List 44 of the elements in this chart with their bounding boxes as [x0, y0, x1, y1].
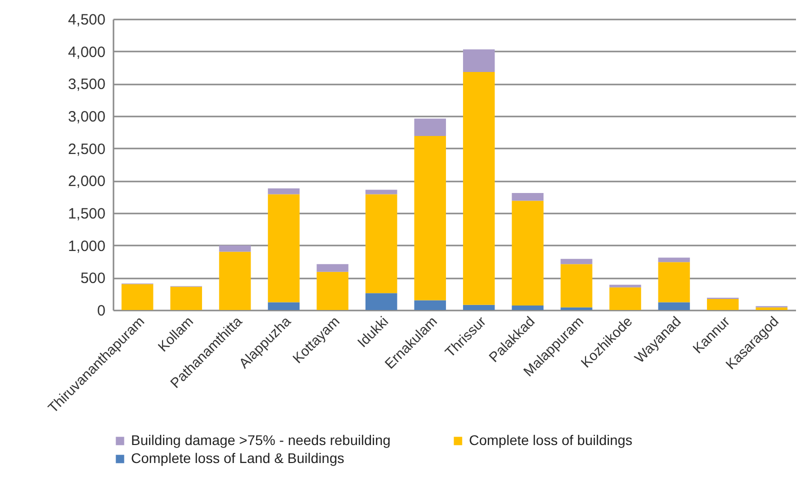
bar	[316, 264, 348, 272]
bar	[560, 264, 592, 308]
bar	[268, 302, 300, 310]
bar	[414, 136, 446, 300]
bar	[365, 293, 398, 310]
bar	[365, 194, 398, 294]
bar	[268, 194, 300, 302]
y-tick-label: 3,000	[68, 108, 106, 126]
bar	[706, 299, 739, 310]
bar	[170, 286, 202, 310]
y-tick-label: 2,500	[68, 140, 106, 158]
bar	[365, 190, 398, 194]
bar	[268, 188, 300, 194]
y-tick-label: 500	[80, 270, 106, 288]
bar	[658, 262, 690, 302]
bar	[756, 307, 788, 310]
bar	[512, 305, 544, 310]
y-tick-label: 2,000	[68, 173, 106, 190]
legend-label: Complete loss of Land & Buildings	[131, 450, 344, 466]
y-tick-label: 0	[97, 302, 106, 320]
bar	[609, 287, 642, 310]
legend-label: Complete loss of buildings	[469, 432, 632, 448]
bar	[414, 118, 446, 136]
bar	[414, 300, 446, 310]
bar	[512, 200, 544, 306]
y-tick-label: 3,500	[68, 76, 106, 94]
bar	[560, 258, 592, 264]
bar	[609, 284, 642, 288]
bar	[658, 302, 690, 310]
y-tick-label: 4,000	[68, 44, 106, 61]
bar	[463, 49, 495, 72]
bar	[463, 304, 495, 310]
y-tick-label: 4,500	[68, 12, 106, 28]
bar	[512, 192, 544, 201]
bar	[658, 258, 690, 262]
legend-label: Building damage >75% - needs rebuilding	[131, 432, 391, 448]
bar	[122, 284, 154, 310]
bar	[316, 272, 348, 310]
bar	[463, 72, 495, 305]
bar	[560, 307, 592, 310]
y-tick-label: 1,000	[68, 238, 106, 255]
y-tick-label: 1,500	[68, 206, 106, 222]
bar	[219, 245, 251, 252]
bar	[219, 252, 251, 310]
